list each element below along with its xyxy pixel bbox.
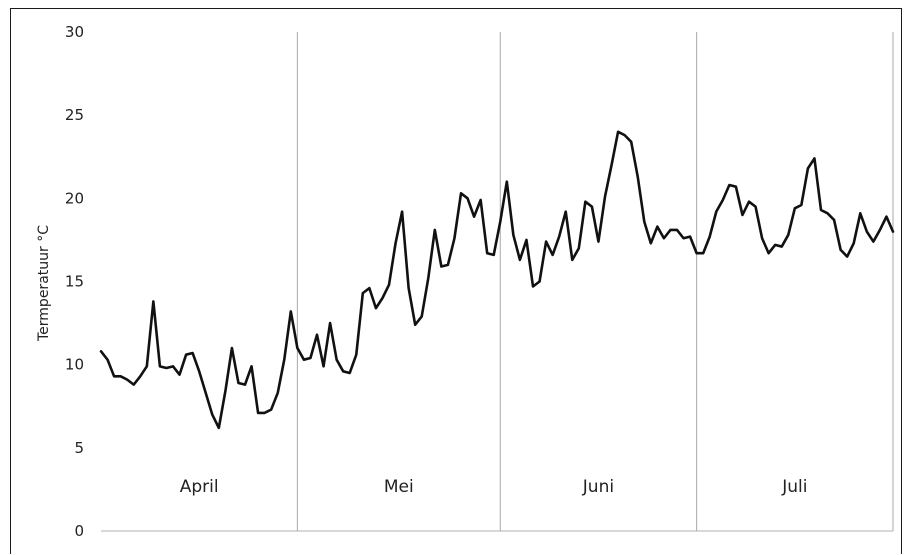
y-tick-label: 5 <box>74 439 84 457</box>
month-label: Juni <box>582 477 614 497</box>
y-tick-label: 0 <box>74 522 84 540</box>
line-chart: 0 5 10 15 20 25 30 April Mei Juni Juli Termperatu… <box>36 23 895 540</box>
temperature-series-line <box>99 130 895 430</box>
month-label: Juli <box>781 477 807 497</box>
y-tick-label: 20 <box>65 189 84 207</box>
y-tick-label: 30 <box>65 23 84 41</box>
y-axis-ticks: 0 5 10 15 20 25 30 <box>65 23 84 540</box>
month-separators <box>296 32 894 531</box>
month-label: Mei <box>384 477 414 497</box>
y-tick-label: 10 <box>65 356 84 374</box>
month-label: April <box>180 477 219 497</box>
chart-frame: 0 5 10 15 20 25 30 April Mei Juni Juli Termperatu… <box>10 8 902 554</box>
month-labels: April Mei Juni Juli <box>180 477 808 497</box>
y-tick-label: 15 <box>65 273 84 291</box>
y-tick-label: 25 <box>65 106 84 124</box>
y-axis-label: Termperatuur °C <box>36 225 52 342</box>
